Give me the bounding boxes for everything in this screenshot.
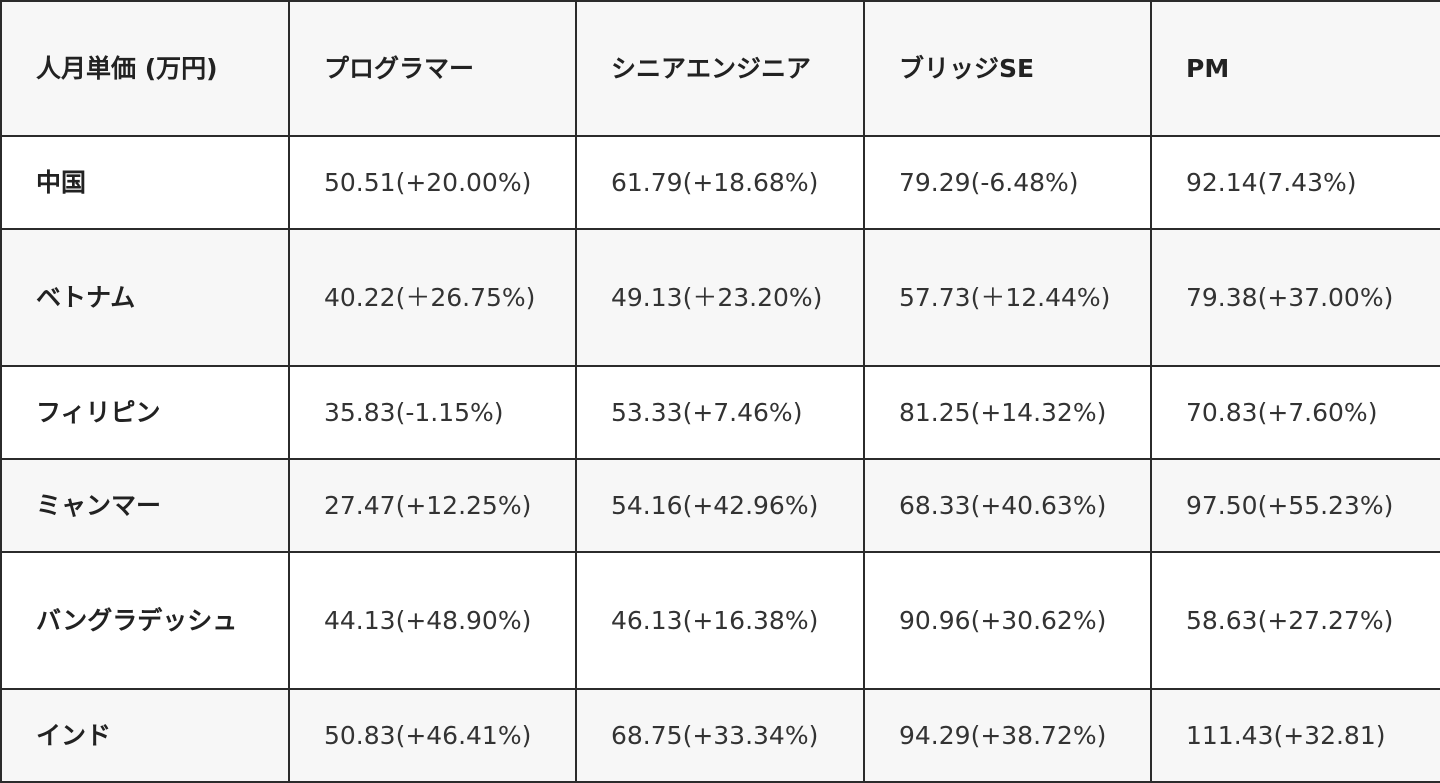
row-label-cell: フィリピン xyxy=(0,365,290,460)
table-cell: 35.83(-1.15%) xyxy=(288,365,577,460)
row-label-cell: 中国 xyxy=(0,135,290,230)
table-cell: 68.75(+33.34%) xyxy=(575,688,865,783)
row-label-cell: ベトナム xyxy=(0,228,290,367)
header-cell-bridge-se: ブリッジSE xyxy=(863,0,1152,137)
table-cell: 111.43(+32.81) xyxy=(1150,688,1440,783)
row-label-cell: バングラデッシュ xyxy=(0,551,290,690)
table-cell: 54.16(+42.96%) xyxy=(575,458,865,553)
table-row: 中国 50.51(+20.00%) 61.79(+18.68%) 79.29(-… xyxy=(0,135,1440,230)
table-header-row: 人月単価 (万円) プログラマー シニアエンジニア ブリッジSE PM xyxy=(0,0,1440,137)
table-cell: 58.63(+27.27%) xyxy=(1150,551,1440,690)
table-cell: 79.38(+37.00%) xyxy=(1150,228,1440,367)
table-cell: 68.33(+40.63%) xyxy=(863,458,1152,553)
row-label-cell: ミャンマー xyxy=(0,458,290,553)
table-cell: 44.13(+48.90%) xyxy=(288,551,577,690)
table-cell: 81.25(+14.32%) xyxy=(863,365,1152,460)
table-cell: 90.96(+30.62%) xyxy=(863,551,1152,690)
table-cell: 92.14(7.43%) xyxy=(1150,135,1440,230)
table-row: フィリピン 35.83(-1.15%) 53.33(+7.46%) 81.25(… xyxy=(0,365,1440,460)
table-row: ミャンマー 27.47(+12.25%) 54.16(+42.96%) 68.3… xyxy=(0,458,1440,553)
table-cell: 50.51(+20.00%) xyxy=(288,135,577,230)
table-cell: 79.29(-6.48%) xyxy=(863,135,1152,230)
table-cell: 50.83(+46.41%) xyxy=(288,688,577,783)
table-cell: 94.29(+38.72%) xyxy=(863,688,1152,783)
table-row: インド 50.83(+46.41%) 68.75(+33.34%) 94.29(… xyxy=(0,688,1440,783)
row-label-cell: インド xyxy=(0,688,290,783)
table-cell: 49.13(＋23.20%) xyxy=(575,228,865,367)
table-cell: 46.13(+16.38%) xyxy=(575,551,865,690)
table-cell: 97.50(+55.23%) xyxy=(1150,458,1440,553)
table-cell: 40.22(＋26.75%) xyxy=(288,228,577,367)
header-cell-unit-price: 人月単価 (万円) xyxy=(0,0,290,137)
table-row: バングラデッシュ 44.13(+48.90%) 46.13(+16.38%) 9… xyxy=(0,551,1440,690)
table-row: ベトナム 40.22(＋26.75%) 49.13(＋23.20%) 57.73… xyxy=(0,228,1440,367)
table-cell: 27.47(+12.25%) xyxy=(288,458,577,553)
table-cell: 57.73(＋12.44%) xyxy=(863,228,1152,367)
header-cell-programmer: プログラマー xyxy=(288,0,577,137)
header-cell-pm: PM xyxy=(1150,0,1440,137)
table-cell: 70.83(+7.60%) xyxy=(1150,365,1440,460)
header-cell-senior-engineer: シニアエンジニア xyxy=(575,0,865,137)
table-cell: 61.79(+18.68%) xyxy=(575,135,865,230)
table-cell: 53.33(+7.46%) xyxy=(575,365,865,460)
